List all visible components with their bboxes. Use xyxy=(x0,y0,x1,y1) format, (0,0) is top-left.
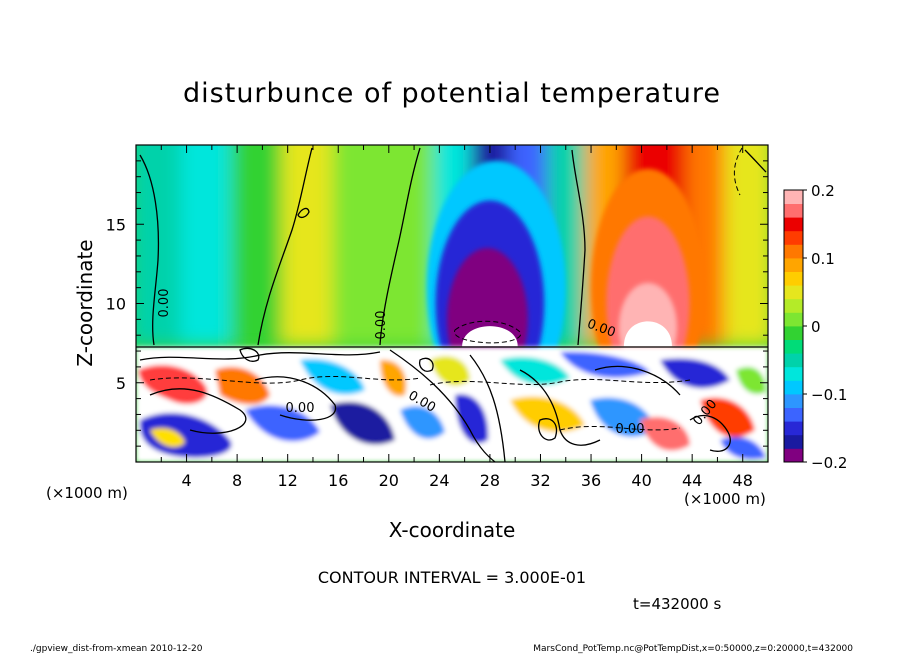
x-tick-label: 8 xyxy=(232,471,242,490)
footer-left: ./gpview_dist-from-xmean 2010-12-20 xyxy=(30,644,203,654)
y-tick-label: 15 xyxy=(106,215,126,234)
colorbar-swatch xyxy=(784,258,803,272)
lower-turbulent-layer xyxy=(136,347,768,462)
colorbar-swatch xyxy=(784,298,803,313)
x-tick-label: 28 xyxy=(480,471,500,490)
x-tick-label: 4 xyxy=(181,471,191,490)
x-tick-label: 12 xyxy=(278,471,298,490)
cold-core-white xyxy=(462,326,518,347)
contour-lines xyxy=(136,147,768,462)
colorbar-swatch xyxy=(784,366,803,381)
colorbar-swatch xyxy=(784,380,803,395)
colorbar-swatch xyxy=(784,230,803,245)
colorbar-swatch xyxy=(784,244,803,259)
colorbar-swatch xyxy=(784,421,803,436)
colorbar-swatch xyxy=(784,312,803,327)
contour-dashed-lines xyxy=(149,147,743,431)
colorbar-tick-label: −0.2 xyxy=(811,454,847,472)
x-tick-label: 48 xyxy=(733,471,753,490)
x-tick-label: 40 xyxy=(631,471,651,490)
colorbar-swatch xyxy=(784,326,803,340)
contour-interval-text: CONTOUR INTERVAL = 3.000E-01 xyxy=(318,568,586,587)
contour-label: 0.00 xyxy=(374,311,389,340)
colorbar-tick-label: 0.1 xyxy=(811,250,835,268)
x-axis-label: X-coordinate xyxy=(389,518,516,542)
colorbar-swatch xyxy=(784,339,803,354)
time-text: t=432000 s xyxy=(633,595,721,613)
x-unit-right: (×1000 m) xyxy=(684,490,766,508)
field-band xyxy=(724,145,768,347)
footer-right: MarsCond_PotTemp.nc@PotTempDist,x=0:5000… xyxy=(533,644,853,654)
colorbar: 0.2 0.1 0 −0.1 −0.2 xyxy=(783,182,847,472)
y-tick-label: 5 xyxy=(116,374,126,393)
colorbar-tick-label: 0.2 xyxy=(811,182,835,200)
colorbar-swatch xyxy=(784,407,803,422)
x-tick-label: 24 xyxy=(429,471,449,490)
colorbar-tick-label: 0 xyxy=(811,318,821,336)
colorbar-swatch xyxy=(784,271,803,286)
contour-label: 0.00 xyxy=(616,422,645,437)
colorbar-swatch xyxy=(784,203,803,218)
colorbar-tick-label: −0.1 xyxy=(811,386,847,404)
x-unit-left: (×1000 m) xyxy=(46,484,128,502)
x-tick-label: 44 xyxy=(682,471,702,490)
x-tick-label: 36 xyxy=(581,471,601,490)
warm-core-white xyxy=(623,321,672,347)
y-axis-label: Z-coordinate xyxy=(73,239,97,366)
contour-label: 0.00 xyxy=(286,401,315,416)
colorbar-swatch xyxy=(784,217,803,232)
colorbar-swatch xyxy=(784,394,803,408)
colorbar-swatch xyxy=(784,448,803,463)
x-tick-label: 20 xyxy=(379,471,399,490)
colorbar-swatch xyxy=(784,190,803,204)
colorbar-swatch xyxy=(784,434,803,449)
chart-title: disturbunce of potential temperature xyxy=(183,78,721,109)
y-tick-label: 10 xyxy=(106,295,126,314)
x-tick-label: 16 xyxy=(328,471,348,490)
plot-area xyxy=(136,145,768,462)
contour-label: 0.00 xyxy=(157,289,172,318)
x-tick-label: 32 xyxy=(530,471,550,490)
colorbar-swatch xyxy=(784,285,803,300)
colorbar-swatch xyxy=(784,353,803,368)
